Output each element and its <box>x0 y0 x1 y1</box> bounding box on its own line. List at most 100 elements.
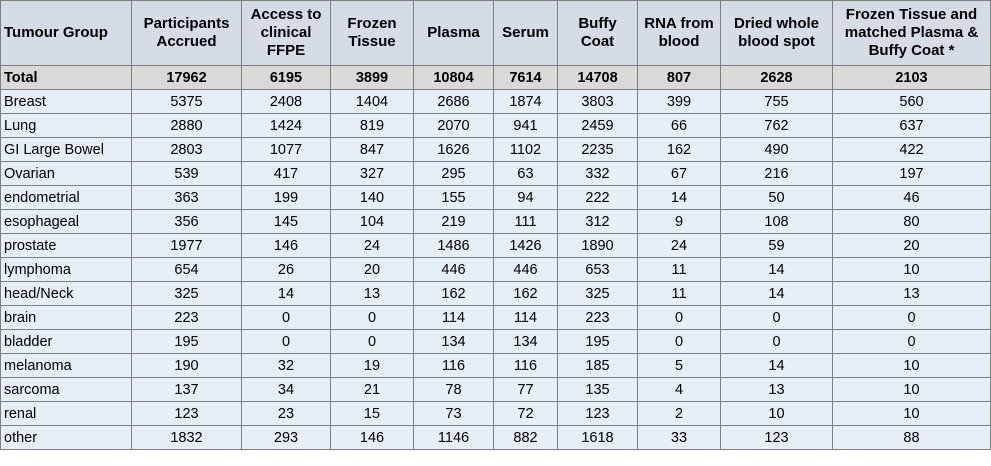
table-row: Breast 5375 2408 1404 2686 1874 3803 399 755 560 <box>0 89 991 114</box>
cell: 13 <box>720 377 833 402</box>
column-header: Tumour Group <box>0 0 132 66</box>
column-header: Participants Accrued <box>131 0 242 66</box>
cell: 10 <box>832 257 991 282</box>
cell: 20 <box>832 233 991 258</box>
column-header: Serum <box>493 0 558 66</box>
column-header: Buffy Coat <box>557 0 638 66</box>
cell: 134 <box>413 329 494 354</box>
cell: 13 <box>832 281 991 306</box>
cell: 10 <box>832 401 991 426</box>
cell: 140 <box>330 185 414 210</box>
cell: 145 <box>241 209 331 234</box>
cell: 78 <box>413 377 494 402</box>
cell: 446 <box>413 257 494 282</box>
cell: 2880 <box>131 113 242 138</box>
column-header: Plasma <box>413 0 494 66</box>
cell: 216 <box>720 161 833 186</box>
column-header: RNA from blood <box>637 0 721 66</box>
cell: 135 <box>557 377 638 402</box>
row-label: other <box>0 425 132 450</box>
header-row: Tumour Group Participants Accrued Access t… <box>0 0 991 66</box>
row-label: sarcoma <box>0 377 132 402</box>
cell: 1874 <box>493 89 558 114</box>
row-label: Breast <box>0 89 132 114</box>
cell: 1832 <box>131 425 242 450</box>
cell: 847 <box>330 137 414 162</box>
cell: 23 <box>241 401 331 426</box>
cell: 155 <box>413 185 494 210</box>
cell: 46 <box>832 185 991 210</box>
cell: 1486 <box>413 233 494 258</box>
table-row: renal 123 23 15 73 72 123 2 10 10 <box>0 401 991 426</box>
cell: 14 <box>637 185 721 210</box>
row-label: esophageal <box>0 209 132 234</box>
cell: 0 <box>832 329 991 354</box>
cell: 446 <box>493 257 558 282</box>
cell: 1618 <box>557 425 638 450</box>
cell: 137 <box>131 377 242 402</box>
row-label: head/Neck <box>0 281 132 306</box>
cell: 11 <box>637 281 721 306</box>
row-label: melanoma <box>0 353 132 378</box>
cell: 1626 <box>413 137 494 162</box>
cell: 146 <box>241 233 331 258</box>
cell: 11 <box>637 257 721 282</box>
cell: 539 <box>131 161 242 186</box>
cell: 1077 <box>241 137 331 162</box>
cell: 560 <box>832 89 991 114</box>
cell: 295 <box>413 161 494 186</box>
cell: 223 <box>131 305 242 330</box>
cell: 19 <box>330 353 414 378</box>
cell: 197 <box>832 161 991 186</box>
cell: 72 <box>493 401 558 426</box>
table-body: Total 17962 6195 3899 10804 7614 14708 807 2628 2… <box>0 65 991 450</box>
row-label: brain <box>0 305 132 330</box>
cell: 123 <box>557 401 638 426</box>
cell: 356 <box>131 209 242 234</box>
cell: 88 <box>832 425 991 450</box>
cell: 327 <box>330 161 414 186</box>
table-row: other 1832 293 146 1146 882 1618 33 123 88 <box>0 425 991 450</box>
cell: 67 <box>637 161 721 186</box>
cell: 10 <box>832 377 991 402</box>
cell: 10 <box>720 401 833 426</box>
table-row: head/Neck 325 14 13 162 162 325 11 14 13 <box>0 281 991 306</box>
table-row: esophageal 356 145 104 219 111 312 9 108 80 <box>0 209 991 234</box>
cell: 1404 <box>330 89 414 114</box>
cell: 10804 <box>413 65 494 90</box>
row-label: lymphoma <box>0 257 132 282</box>
cell: 490 <box>720 137 833 162</box>
cell: 77 <box>493 377 558 402</box>
total-row: Total 17962 6195 3899 10804 7614 14708 807 2628 2… <box>0 65 991 90</box>
cell: 2686 <box>413 89 494 114</box>
cell: 0 <box>330 329 414 354</box>
cell: 14 <box>720 257 833 282</box>
cell: 66 <box>637 113 721 138</box>
cell: 399 <box>637 89 721 114</box>
cell: 653 <box>557 257 638 282</box>
row-label: GI Large Bowel <box>0 137 132 162</box>
cell: 21 <box>330 377 414 402</box>
cell: 94 <box>493 185 558 210</box>
table-row: Lung 2880 1424 819 2070 941 2459 66 762 637 <box>0 113 991 138</box>
cell: 104 <box>330 209 414 234</box>
cell: 5 <box>637 353 721 378</box>
cell: 50 <box>720 185 833 210</box>
cell: 24 <box>637 233 721 258</box>
cell: 146 <box>330 425 414 450</box>
cell: 2628 <box>720 65 833 90</box>
cell: 63 <box>493 161 558 186</box>
column-header: Frozen Tissue <box>330 0 414 66</box>
cell: 2070 <box>413 113 494 138</box>
cell: 14 <box>241 281 331 306</box>
cell: 293 <box>241 425 331 450</box>
cell: 2 <box>637 401 721 426</box>
cell: 123 <box>131 401 242 426</box>
cell: 134 <box>493 329 558 354</box>
cell: 10 <box>832 353 991 378</box>
table-row: bladder 195 0 0 134 134 195 0 0 0 <box>0 329 991 354</box>
cell: 882 <box>493 425 558 450</box>
cell: 0 <box>637 329 721 354</box>
column-header: Dried whole blood spot <box>720 0 833 66</box>
